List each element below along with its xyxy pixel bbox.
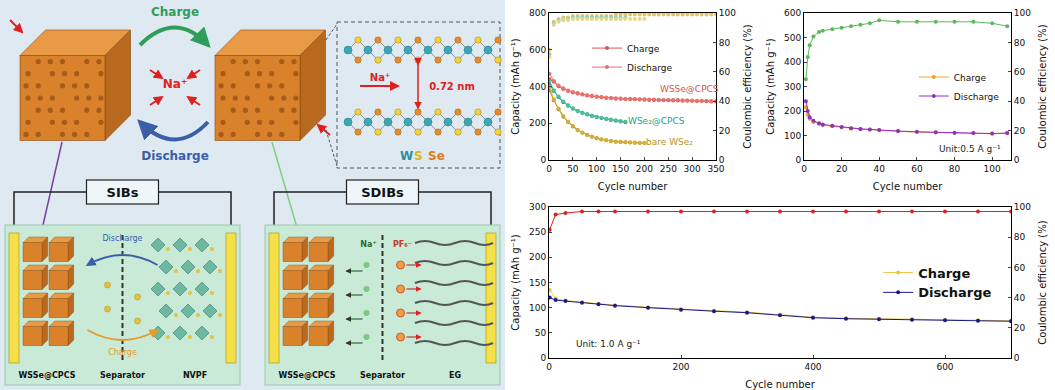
svg-text:Coulombic efficiency (%): Coulombic efficiency (%) xyxy=(1037,24,1048,148)
svg-text:WSSe@CPCS: WSSe@CPCS xyxy=(660,84,719,94)
svg-text:NVPF: NVPF xyxy=(183,371,207,380)
svg-text:Charge: Charge xyxy=(151,5,199,19)
svg-text:Na⁺: Na⁺ xyxy=(360,240,376,249)
svg-text:Charge: Charge xyxy=(954,73,987,83)
svg-text:0: 0 xyxy=(801,164,807,174)
svg-text:600: 600 xyxy=(529,45,546,55)
svg-text:200: 200 xyxy=(529,252,546,262)
svg-text:Cycle number: Cycle number xyxy=(873,181,943,192)
svg-text:0: 0 xyxy=(540,155,546,165)
svg-text:Capacity (mAh g⁻¹): Capacity (mAh g⁻¹) xyxy=(510,38,521,135)
svg-text:100: 100 xyxy=(1014,202,1031,212)
svg-text:Charge: Charge xyxy=(627,44,660,54)
svg-text:Coulombic efficiency (%): Coulombic efficiency (%) xyxy=(1037,220,1048,344)
svg-text:400: 400 xyxy=(529,82,546,92)
svg-text:400: 400 xyxy=(784,57,801,67)
svg-text:Discharge: Discharge xyxy=(954,92,1000,102)
svg-text:EG: EG xyxy=(449,371,461,380)
svg-text:WSSe@CPCS: WSSe@CPCS xyxy=(19,371,76,380)
svg-text:80: 80 xyxy=(1014,38,1026,48)
svg-text:Discharge: Discharge xyxy=(627,63,673,73)
svg-text:300: 300 xyxy=(784,82,801,92)
svg-text:Unit: 1.0 A g⁻¹: Unit: 1.0 A g⁻¹ xyxy=(576,339,641,349)
svg-text:S: S xyxy=(414,149,423,163)
svg-text:300: 300 xyxy=(529,202,546,212)
svg-text:100: 100 xyxy=(719,8,736,18)
svg-text:0: 0 xyxy=(795,155,801,165)
svg-text:Separator: Separator xyxy=(360,371,405,380)
svg-text:Capacity (mAh g⁻¹): Capacity (mAh g⁻¹) xyxy=(510,234,521,331)
svg-text:SDIBs: SDIBs xyxy=(361,185,404,200)
svg-text:Na⁺: Na⁺ xyxy=(163,77,187,91)
svg-text:150: 150 xyxy=(612,164,629,174)
svg-text:200: 200 xyxy=(529,118,546,128)
svg-text:100: 100 xyxy=(1014,8,1031,18)
svg-text:60: 60 xyxy=(1014,263,1026,273)
svg-text:Unit:0.5 A g⁻¹: Unit:0.5 A g⁻¹ xyxy=(939,144,1001,154)
svg-text:100: 100 xyxy=(529,303,546,313)
svg-text:0: 0 xyxy=(546,362,552,372)
svg-text:WSSe@CPCS: WSSe@CPCS xyxy=(279,371,336,380)
svg-text:Discharge: Discharge xyxy=(102,234,142,243)
svg-text:Charge: Charge xyxy=(918,266,970,281)
svg-text:Coulombic efficiency (%): Coulombic efficiency (%) xyxy=(742,24,753,148)
svg-text:200: 200 xyxy=(672,362,689,372)
svg-text:WSe₂@CPCS: WSe₂@CPCS xyxy=(628,116,685,126)
svg-text:SIBs: SIBs xyxy=(107,185,139,200)
svg-text:0.72 nm: 0.72 nm xyxy=(429,81,475,92)
svg-text:400: 400 xyxy=(804,362,821,372)
svg-text:60: 60 xyxy=(911,164,923,174)
svg-text:40: 40 xyxy=(719,96,731,106)
svg-text:bare WSe₂: bare WSe₂ xyxy=(646,137,693,147)
svg-text:100: 100 xyxy=(984,164,1001,174)
svg-text:0: 0 xyxy=(1014,353,1020,363)
svg-text:Separator: Separator xyxy=(100,371,145,380)
svg-text:250: 250 xyxy=(529,227,546,237)
svg-text:40: 40 xyxy=(1014,96,1026,106)
svg-text:20: 20 xyxy=(836,164,848,174)
svg-text:20: 20 xyxy=(719,126,731,136)
svg-text:Capacity (mAh g⁻¹): Capacity (mAh g⁻¹) xyxy=(765,38,776,135)
svg-text:800: 800 xyxy=(529,8,546,18)
svg-text:40: 40 xyxy=(874,164,886,174)
svg-text:350: 350 xyxy=(707,164,724,174)
svg-text:200: 200 xyxy=(784,106,801,116)
svg-text:80: 80 xyxy=(949,164,961,174)
svg-text:0: 0 xyxy=(1014,155,1020,165)
svg-text:Charge: Charge xyxy=(108,348,137,357)
svg-text:20: 20 xyxy=(1014,323,1026,333)
svg-text:200: 200 xyxy=(636,164,653,174)
svg-text:50: 50 xyxy=(535,328,547,338)
svg-text:Discharge: Discharge xyxy=(141,149,209,163)
svg-text:W: W xyxy=(400,149,413,163)
svg-text:100: 100 xyxy=(784,131,801,141)
svg-text:300: 300 xyxy=(684,164,701,174)
svg-text:80: 80 xyxy=(719,38,731,48)
svg-text:600: 600 xyxy=(936,362,953,372)
svg-text:80: 80 xyxy=(1014,232,1026,242)
svg-text:20: 20 xyxy=(1014,126,1026,136)
svg-text:Discharge: Discharge xyxy=(918,285,991,300)
svg-text:150: 150 xyxy=(529,278,546,288)
svg-text:PF₆⁻: PF₆⁻ xyxy=(393,240,412,249)
svg-text:Se: Se xyxy=(428,149,445,163)
svg-text:250: 250 xyxy=(660,164,677,174)
svg-text:50: 50 xyxy=(567,164,579,174)
svg-text:60: 60 xyxy=(1014,67,1026,77)
svg-text:60: 60 xyxy=(719,67,731,77)
svg-text:40: 40 xyxy=(1014,293,1026,303)
svg-text:0: 0 xyxy=(546,164,552,174)
svg-text:600: 600 xyxy=(784,8,801,18)
svg-text:100: 100 xyxy=(588,164,605,174)
svg-text:Cycle number: Cycle number xyxy=(745,379,815,390)
svg-text:0: 0 xyxy=(719,155,725,165)
svg-text:500: 500 xyxy=(784,33,801,43)
svg-text:Na⁺: Na⁺ xyxy=(370,72,390,83)
svg-text:0: 0 xyxy=(540,353,546,363)
svg-text:Cycle number: Cycle number xyxy=(598,181,668,192)
